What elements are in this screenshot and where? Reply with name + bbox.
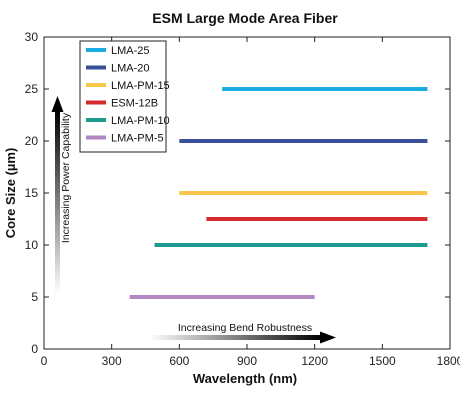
plot-frame <box>43 36 451 350</box>
x-tick-label: 300 <box>102 354 122 368</box>
y-tick-label: 20 <box>25 134 39 148</box>
legend-label-lma-pm-5: LMA-PM-5 <box>111 133 164 145</box>
series-bars <box>129 87 428 299</box>
legend-label-lma-25: LMA-25 <box>111 45 150 57</box>
y-axis-ticks: 0 5 10 15 20 25 30 <box>25 30 450 356</box>
x-tick-label: 0 <box>41 354 48 368</box>
x-tick-label: 600 <box>169 354 189 368</box>
y-axis-label: Core Size (µm) <box>3 148 18 239</box>
x-tick-label: 1500 <box>369 354 396 368</box>
legend-label-lma-20: LMA-20 <box>111 63 150 75</box>
power-capability-label: Increasing Power Capability <box>60 112 72 243</box>
x-tick-label: 1200 <box>301 354 328 368</box>
y-tick-label: 15 <box>25 186 39 200</box>
x-axis-ticks: 0 300 600 900 1200 1500 1800 <box>41 37 460 368</box>
legend: LMA-25 LMA-20 LMA-PM-15 ESM-12B LMA-PM-10 LMA… <box>79 40 170 153</box>
legend-label-lma-pm-10: LMA-PM-10 <box>111 115 170 127</box>
y-tick-label: 5 <box>31 290 38 304</box>
y-tick-label: 0 <box>31 342 38 356</box>
bend-arrow-shaft <box>150 335 322 340</box>
legend-label-lma-pm-15: LMA-PM-15 <box>111 80 170 92</box>
annotations: Increasing Power Capability Increasing B… <box>51 96 336 344</box>
chart-title: ESM Large Mode Area Fiber <box>152 10 338 26</box>
legend-label-esm-12b: ESM-12B <box>111 98 158 110</box>
bend-arrow-head <box>320 331 336 344</box>
y-tick-label: 30 <box>25 30 39 44</box>
x-tick-label: 900 <box>237 354 257 368</box>
bend-robustness-label: Increasing Bend Robustness <box>178 322 312 334</box>
y-tick-label: 25 <box>25 82 39 96</box>
legend-box <box>79 40 167 153</box>
power-arrow-shaft <box>55 110 60 295</box>
power-arrow-head <box>51 96 64 112</box>
x-tick-label: 1800 <box>437 354 460 368</box>
x-axis-label: Wavelength (nm) <box>193 371 297 386</box>
y-tick-label: 10 <box>25 238 39 252</box>
